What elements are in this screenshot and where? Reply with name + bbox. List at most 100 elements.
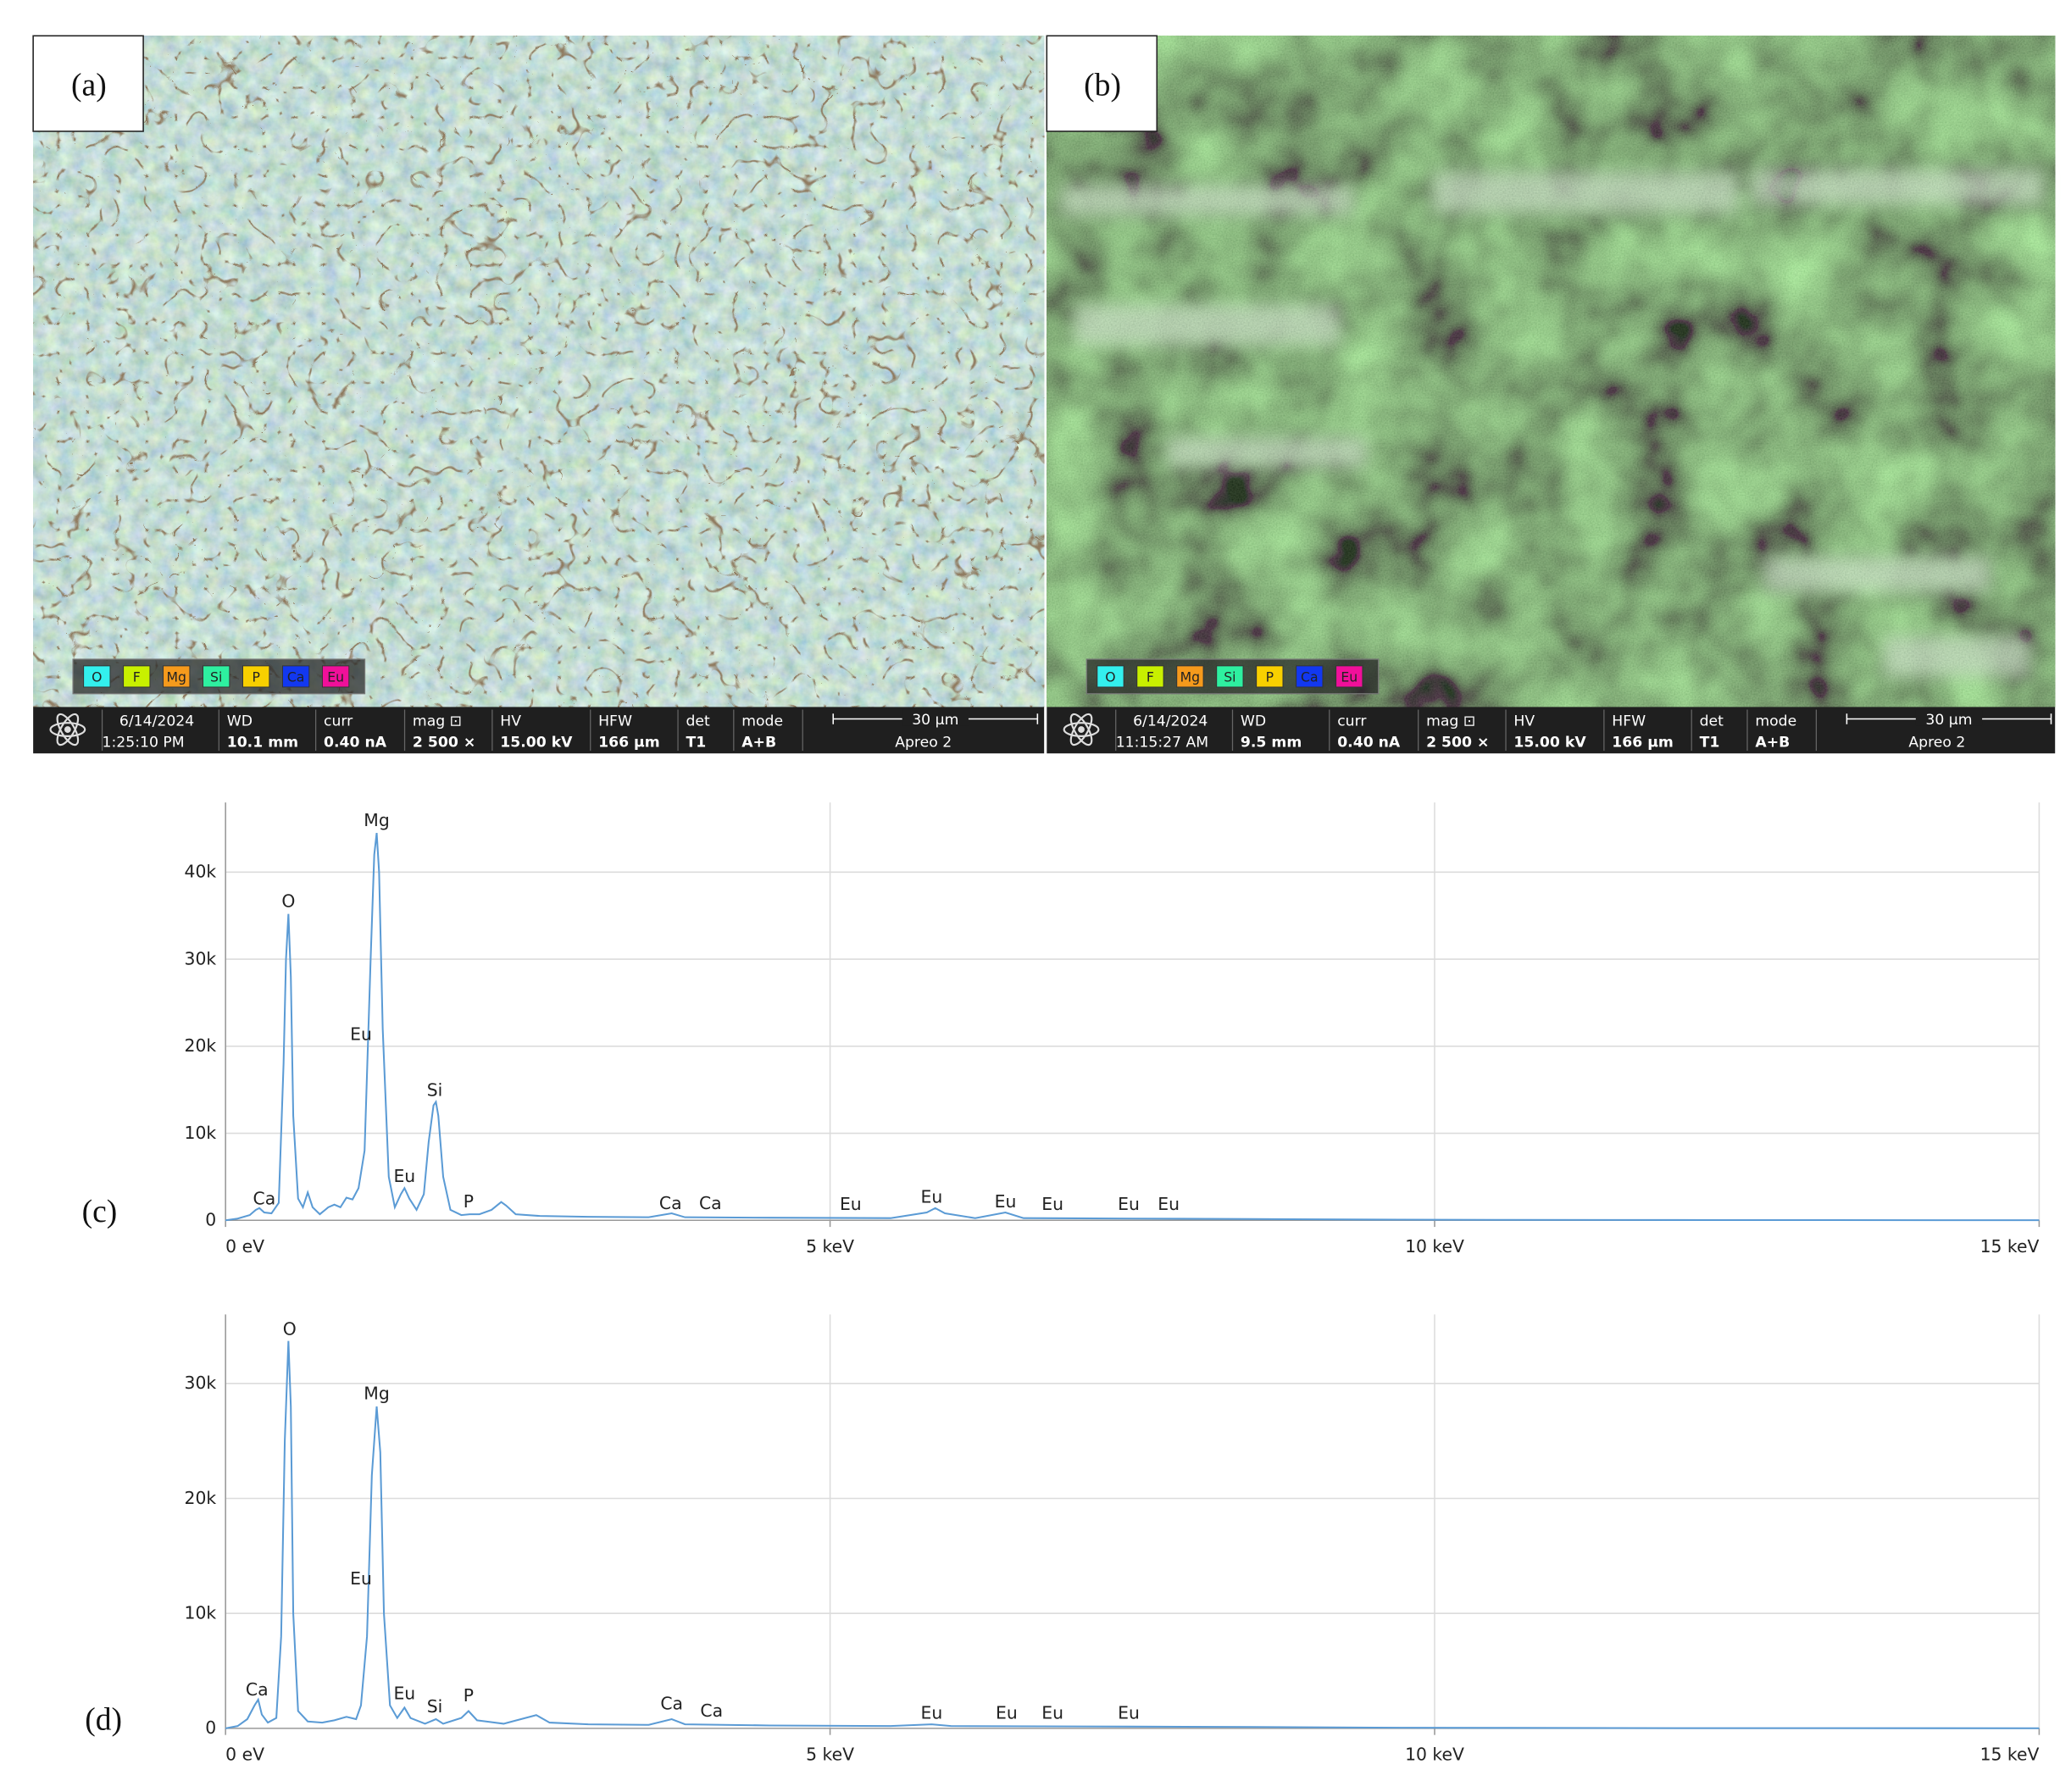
peak-label: O xyxy=(281,890,295,911)
spectrum-chart: 0 10k 20k 30k 40k 0 eV 5 keV 10 keV 15 keV Ca O Mg E… xyxy=(82,802,2040,1257)
info-label: mode xyxy=(1755,713,1796,730)
legend-label: Ca xyxy=(1301,669,1319,685)
peak-label: Ca xyxy=(700,1700,723,1721)
atom-icon xyxy=(1063,713,1100,746)
legend-swatch xyxy=(1216,665,1244,688)
info-value: 1:25:10 PM xyxy=(103,734,185,751)
x-tick-label: 0 eV xyxy=(225,1744,264,1764)
info-label: 6/14/2024 xyxy=(1133,713,1208,730)
scale-label-bg xyxy=(1915,709,1983,726)
legend-swatch xyxy=(1256,665,1284,688)
legend-label: Mg xyxy=(1180,669,1200,685)
legend-swatch xyxy=(203,665,230,688)
peak-label: O xyxy=(283,1318,297,1339)
info-label: det xyxy=(686,713,710,730)
legend-swatch xyxy=(1296,665,1324,688)
peak-label: Eu xyxy=(393,1684,415,1704)
sem-image-a xyxy=(33,36,1045,707)
info-value: 2 500 × xyxy=(413,734,475,751)
atom-core xyxy=(64,726,71,733)
x-tick-label: 15 keV xyxy=(1980,1236,2040,1257)
spectrum-line xyxy=(225,1340,2040,1729)
info-value: 9.5 mm xyxy=(1241,734,1302,751)
info-value: A+B xyxy=(1755,734,1790,751)
legend-label: P xyxy=(252,669,259,685)
peak-label: Eu xyxy=(921,1187,943,1207)
peak-label: Eu xyxy=(393,1166,415,1186)
atom-icon xyxy=(49,713,86,746)
y-tick-label: 10k xyxy=(185,1602,217,1623)
info-label: HV xyxy=(500,713,521,730)
info-label: mag ⊡ xyxy=(1426,713,1475,730)
peak-label: Ca xyxy=(659,1193,682,1213)
peak-label: Ca xyxy=(253,1189,275,1209)
peak-label: Ca xyxy=(660,1694,683,1714)
info-label: 6/14/2024 xyxy=(119,713,194,730)
legend-swatch xyxy=(282,665,310,688)
info-bar xyxy=(1047,707,2056,754)
x-tick-label: 0 eV xyxy=(225,1236,264,1257)
info-label: mag ⊡ xyxy=(413,713,462,730)
peak-label: Eu xyxy=(350,1024,372,1045)
info-value: 15.00 kV xyxy=(1513,734,1586,751)
info-value: 166 µm xyxy=(598,734,660,751)
y-tick-label: 30k xyxy=(185,948,217,968)
info-label: HFW xyxy=(598,713,632,730)
legend-swatch xyxy=(123,665,151,688)
peak-label: Eu xyxy=(1118,1194,1140,1214)
sem-image-b xyxy=(1047,36,2056,707)
peak-label: Mg xyxy=(364,810,389,830)
peak-label: Eu xyxy=(996,1703,1018,1723)
x-tick-label: 15 keV xyxy=(1980,1744,2040,1764)
legend-swatch xyxy=(321,665,350,688)
info-value: T1 xyxy=(686,734,706,751)
info-value: 166 µm xyxy=(1612,734,1674,751)
y-tick-label: 10k xyxy=(185,1123,217,1143)
legend-label: Mg xyxy=(167,669,186,685)
peak-label: P xyxy=(464,1191,474,1212)
peak-label: Eu xyxy=(1041,1194,1063,1214)
info-value: T1 xyxy=(1700,734,1720,751)
info-label: HFW xyxy=(1612,713,1646,730)
peak-label: Eu xyxy=(921,1703,943,1723)
legend-swatch xyxy=(163,665,191,688)
peak-label: Eu xyxy=(350,1568,372,1589)
atom-orbit xyxy=(1063,722,1100,737)
info-label: WD xyxy=(1241,713,1266,730)
legend-label: F xyxy=(133,669,141,685)
legend-label: O xyxy=(1105,669,1115,685)
info-label: HV xyxy=(1513,713,1535,730)
panel-label-box xyxy=(32,35,144,132)
x-tick-label: 5 keV xyxy=(806,1744,854,1764)
y-tick-label: 20k xyxy=(185,1488,217,1508)
info-value: 2 500 × xyxy=(1426,734,1489,751)
peak-label: Si xyxy=(427,1079,443,1100)
legend-label: Si xyxy=(210,669,222,685)
atom-orbit xyxy=(56,713,80,746)
legend-swatch xyxy=(242,665,270,688)
instrument: Apreo 2 xyxy=(895,734,952,751)
panel-label-box xyxy=(1046,35,1158,132)
legend-label: Eu xyxy=(1341,669,1358,685)
info-label: mode xyxy=(741,713,783,730)
atom-orbit xyxy=(56,713,80,746)
peak-label: Eu xyxy=(1158,1194,1180,1214)
x-tick-label: 10 keV xyxy=(1405,1744,1464,1764)
legend-swatch xyxy=(1335,665,1363,688)
info-label: det xyxy=(1700,713,1724,730)
legend-label: P xyxy=(1266,669,1274,685)
legend-label: Eu xyxy=(327,669,344,685)
peak-label: Eu xyxy=(1041,1703,1063,1723)
panel-label: (b) xyxy=(1084,69,1121,103)
info-label: WD xyxy=(227,713,253,730)
legend-swatch xyxy=(1097,665,1124,688)
peak-label: Eu xyxy=(840,1194,862,1214)
scale-label: 30 µm xyxy=(912,712,958,729)
x-tick-label: 10 keV xyxy=(1405,1236,1464,1257)
info-label: curr xyxy=(1337,713,1367,730)
panel-label: (a) xyxy=(71,69,107,103)
scale-label: 30 µm xyxy=(1925,712,1972,729)
instrument: Apreo 2 xyxy=(1908,734,1965,751)
legend-swatch xyxy=(1136,665,1164,688)
